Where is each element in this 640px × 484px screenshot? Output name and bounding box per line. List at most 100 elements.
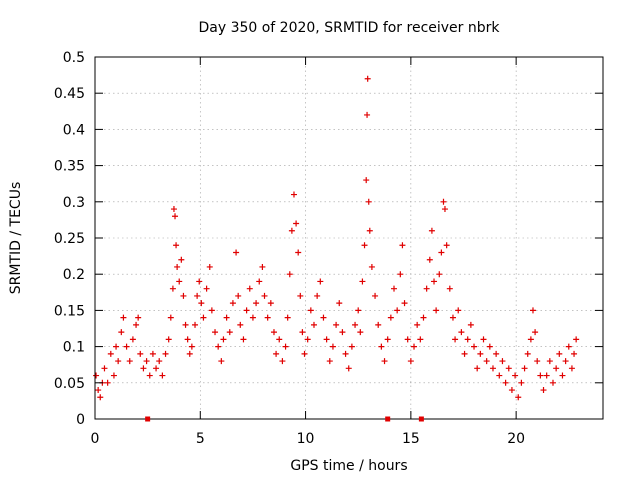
data-point (326, 358, 333, 365)
y-tick-label: 0.25 (54, 231, 85, 247)
data-point (95, 387, 102, 394)
data-point (461, 350, 468, 357)
data-points (93, 75, 580, 401)
data-point (372, 292, 379, 299)
data-point (259, 263, 266, 270)
data-point (293, 220, 300, 227)
x-tick-label: 5 (196, 431, 205, 447)
data-point (295, 249, 302, 256)
data-point (515, 394, 522, 401)
data-point (118, 329, 125, 336)
data-point (423, 285, 430, 292)
data-point (288, 227, 295, 234)
data-point (215, 343, 222, 350)
y-tick-label: 0.4 (63, 122, 85, 138)
x-tick-labels: 0 5 10 15 20 (91, 431, 526, 447)
data-point (279, 358, 286, 365)
data-point (196, 278, 203, 285)
data-point (192, 321, 199, 328)
y-tick-label: 0.15 (54, 303, 85, 319)
data-point (443, 242, 450, 249)
data-point (339, 329, 346, 336)
data-point (537, 372, 544, 379)
data-point (97, 394, 104, 401)
data-point (243, 307, 250, 314)
data-point (474, 365, 481, 372)
data-point (562, 358, 569, 365)
data-point (345, 365, 352, 372)
data-point (527, 336, 534, 343)
data-point (314, 292, 321, 299)
data-point (549, 379, 556, 386)
data-point (198, 300, 205, 307)
data-point (440, 198, 447, 205)
data-point (282, 343, 289, 350)
data-point (267, 300, 274, 307)
data-point (203, 285, 210, 292)
data-point (153, 365, 160, 372)
data-point (233, 249, 240, 256)
data-point (524, 350, 531, 357)
data-point (467, 321, 474, 328)
data-point (355, 307, 362, 314)
data-point (420, 314, 427, 321)
data-point (368, 263, 375, 270)
data-point (297, 292, 304, 299)
data-point (483, 358, 490, 365)
data-point (411, 343, 418, 350)
data-point (477, 350, 484, 357)
y-tick-label: 0 (76, 412, 85, 428)
data-point (489, 365, 496, 372)
plot-frame (94, 56, 604, 420)
data-point (359, 278, 366, 285)
data-point (276, 336, 283, 343)
data-point (133, 321, 140, 328)
data-point (101, 365, 108, 372)
data-point (253, 300, 260, 307)
data-point (290, 191, 297, 198)
data-point (404, 336, 411, 343)
data-point (556, 350, 563, 357)
data-point (299, 329, 306, 336)
data-point (384, 336, 391, 343)
data-point (264, 314, 271, 321)
x-tick-label: 15 (402, 431, 420, 447)
data-point (286, 271, 293, 278)
data-point (146, 372, 153, 379)
data-point (381, 358, 388, 365)
data-point (172, 213, 179, 220)
data-point (441, 206, 448, 213)
y-tick-label: 0.1 (63, 340, 85, 356)
data-point (323, 336, 330, 343)
data-point (571, 350, 578, 357)
data-point (317, 278, 324, 285)
data-point (458, 329, 465, 336)
axis-marker (418, 416, 424, 422)
data-point (170, 206, 177, 213)
data-point (365, 198, 372, 205)
data-point (502, 379, 509, 386)
data-point (391, 285, 398, 292)
x-axis-label: GPS time / hours (290, 458, 407, 474)
data-point (194, 292, 201, 299)
data-point (540, 387, 547, 394)
data-point (378, 343, 385, 350)
data-point (452, 336, 459, 343)
data-point (140, 365, 147, 372)
data-point (135, 314, 142, 321)
data-point (417, 336, 424, 343)
data-point (208, 307, 215, 314)
grid (95, 57, 603, 419)
axis-ticks (94, 56, 603, 420)
data-point (534, 358, 541, 365)
data-point (143, 358, 150, 365)
data-point (320, 314, 327, 321)
data-point (342, 350, 349, 357)
data-point (401, 300, 408, 307)
data-point (162, 350, 169, 357)
data-point (249, 314, 256, 321)
data-point (107, 350, 114, 357)
y-tick-label: 0.2 (63, 267, 85, 283)
data-point (226, 329, 233, 336)
data-point (329, 343, 336, 350)
